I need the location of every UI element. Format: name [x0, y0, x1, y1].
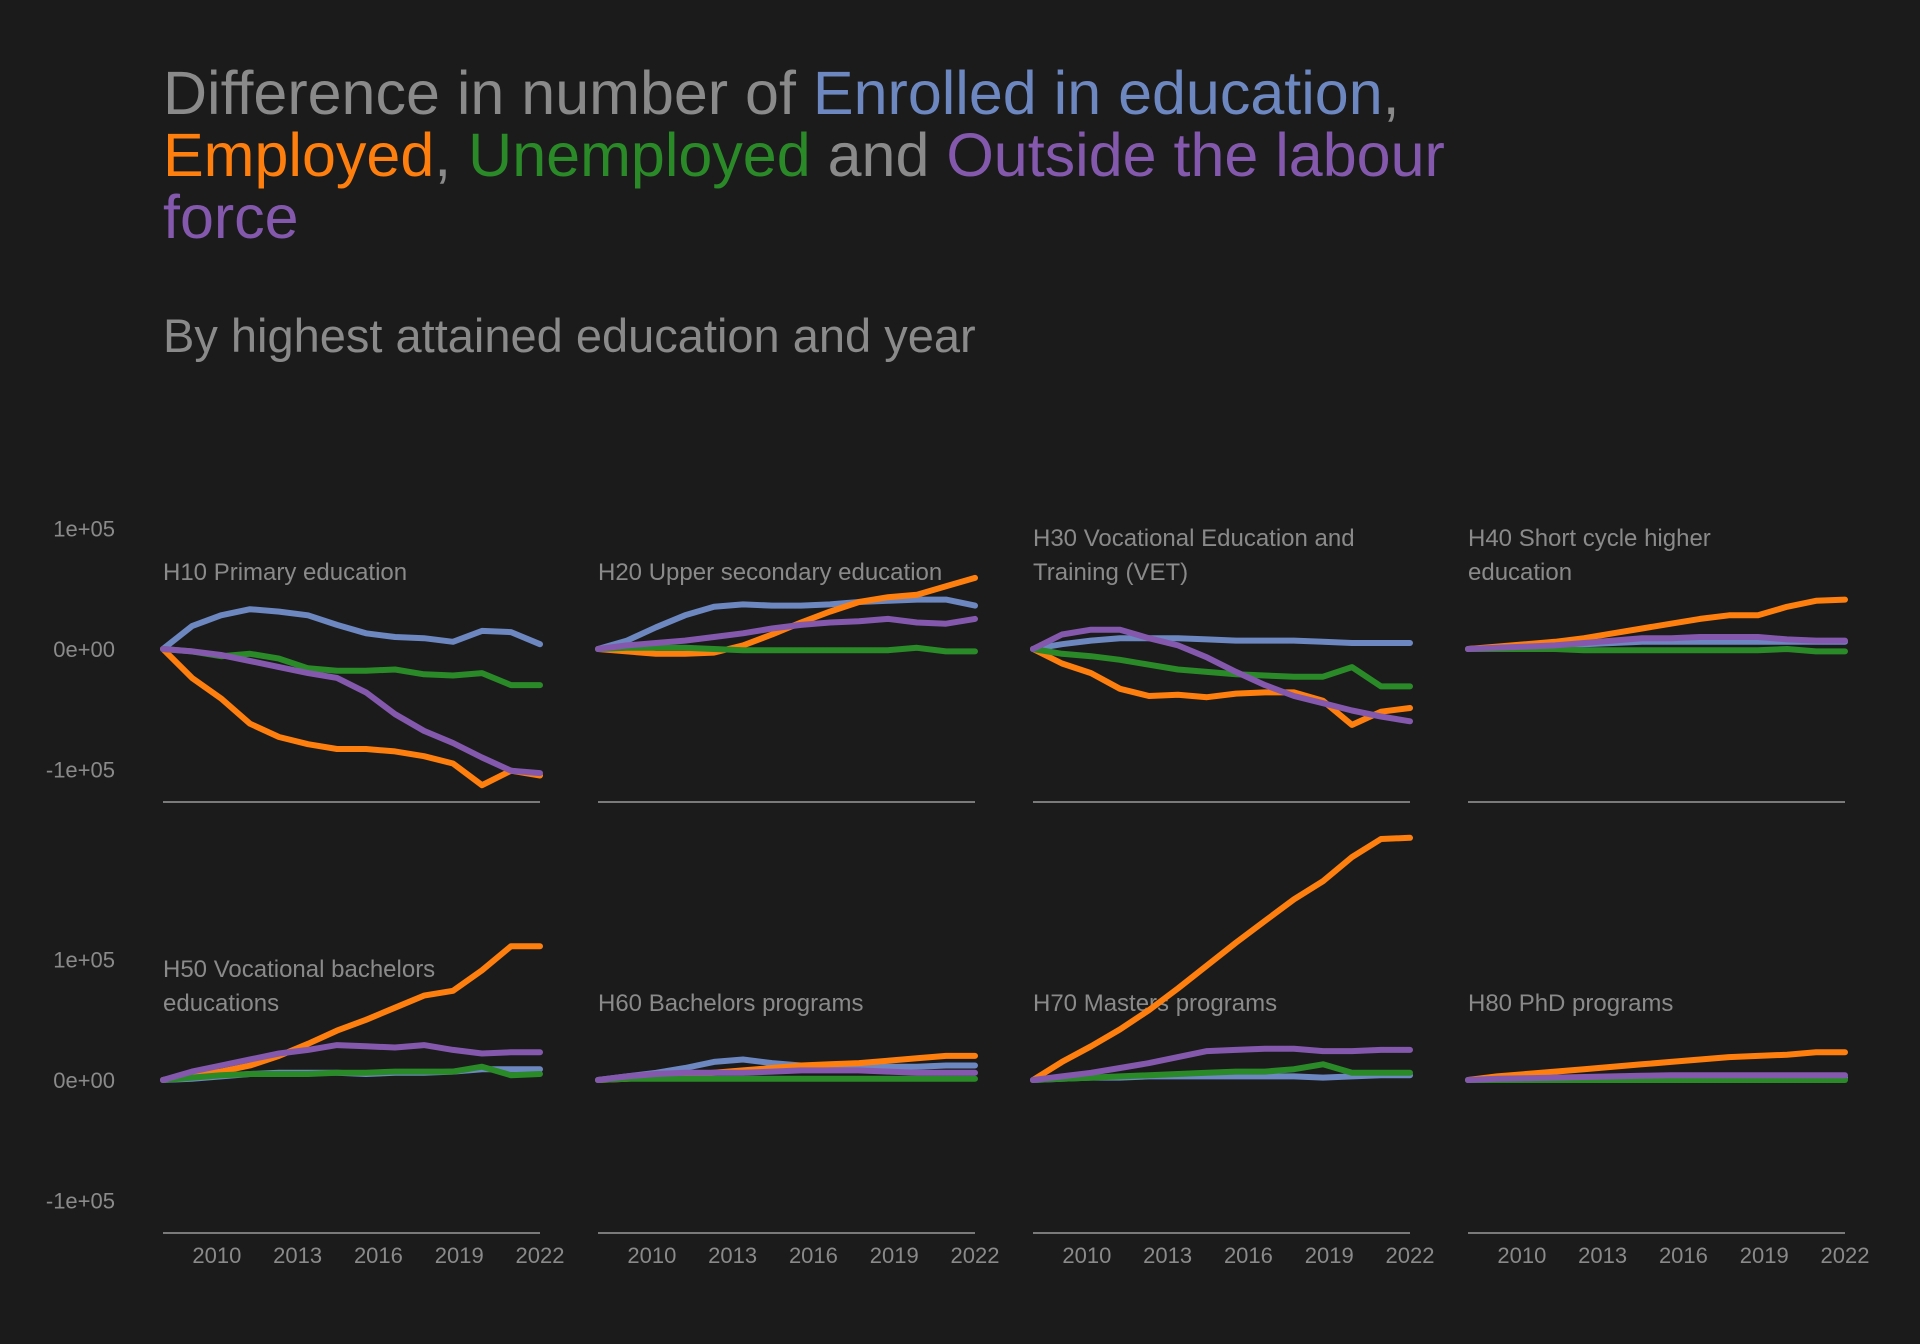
x-tick-label: 2016: [789, 1243, 838, 1268]
facet-title: education: [1468, 559, 1572, 586]
title-enrolled: Enrolled in education: [812, 59, 1383, 127]
series-line-unemployed: [595, 1075, 978, 1083]
facet-title: Training (VET): [1033, 559, 1188, 586]
title-sep: ,: [1382, 59, 1400, 127]
series-line-outside: [160, 1042, 543, 1083]
facet-title: H30 Vocational Education and: [1033, 525, 1355, 552]
series-line-enrolled: [1030, 635, 1413, 652]
x-tick-label: 2016: [354, 1243, 403, 1268]
facet-title: H10 Primary education: [163, 559, 407, 586]
series-line-unemployed: [160, 1063, 543, 1083]
facet-title: educations: [163, 990, 279, 1017]
series-line-unemployed: [595, 644, 978, 655]
x-tick-label: 2019: [1305, 1243, 1354, 1268]
chart-title: Difference in number of Enrolled in educ…: [163, 62, 1463, 248]
series-line-employed: [160, 646, 543, 789]
title-sep: and: [810, 121, 947, 189]
series-line-outside: [595, 615, 978, 652]
series-line-outside: [1030, 626, 1413, 725]
series-line-outside: [1465, 1072, 1848, 1083]
x-tick-label: 2013: [1143, 1243, 1192, 1268]
y-tick-label: -1e+05: [46, 1189, 115, 1214]
series-line-outside: [595, 1067, 978, 1083]
x-tick-label: 2022: [1386, 1243, 1435, 1268]
x-tick-label: 2019: [870, 1243, 919, 1268]
y-tick-label: 1e+05: [53, 948, 115, 973]
series-line-unemployed: [1030, 1061, 1413, 1083]
y-tick-label: 0e+00: [53, 1068, 115, 1093]
y-tick-label: 0e+00: [53, 637, 115, 662]
x-tick-label: 2010: [627, 1243, 676, 1268]
y-tick-label: 1e+05: [53, 517, 115, 542]
x-tick-label: 2013: [708, 1243, 757, 1268]
x-tick-label: 2022: [1821, 1243, 1870, 1268]
series-line-employed: [1030, 834, 1413, 1083]
series-line-outside: [1465, 634, 1848, 652]
title-outside: Outside the labour force: [163, 121, 1445, 251]
facet-title: H80 PhD programs: [1468, 990, 1673, 1017]
x-tick-label: 2010: [1497, 1243, 1546, 1268]
x-tick-label: 2022: [516, 1243, 565, 1268]
series-line-outside: [160, 646, 543, 777]
title-employed: Employed: [163, 121, 435, 189]
x-tick-label: 2019: [435, 1243, 484, 1268]
series-line-outside: [1030, 1045, 1413, 1083]
x-tick-label: 2016: [1224, 1243, 1273, 1268]
series-line-enrolled: [595, 596, 978, 652]
series-line-employed: [1465, 1049, 1848, 1083]
series-line-employed: [1030, 646, 1413, 728]
series-line-enrolled: [160, 606, 543, 652]
x-tick-label: 2016: [1659, 1243, 1708, 1268]
x-tick-label: 2022: [951, 1243, 1000, 1268]
x-tick-label: 2013: [1578, 1243, 1627, 1268]
facet-title: H40 Short cycle higher: [1468, 525, 1711, 552]
facet-title: H50 Vocational bachelors: [163, 956, 435, 983]
title-sep: ,: [434, 121, 469, 189]
series-line-employed: [160, 943, 543, 1083]
title-unemployed: Unemployed: [468, 121, 811, 189]
x-tick-label: 2019: [1740, 1243, 1789, 1268]
title-prefix: Difference in number of: [163, 59, 813, 127]
y-tick-label: -1e+05: [46, 758, 115, 783]
facet-title: H60 Bachelors programs: [598, 990, 863, 1017]
x-tick-label: 2013: [273, 1243, 322, 1268]
chart-subtitle: By highest attained education and year: [163, 309, 976, 362]
x-tick-label: 2010: [192, 1243, 241, 1268]
series-line-unemployed: [1030, 646, 1413, 690]
facet-title: H20 Upper secondary education: [598, 559, 942, 586]
x-tick-label: 2010: [1062, 1243, 1111, 1268]
